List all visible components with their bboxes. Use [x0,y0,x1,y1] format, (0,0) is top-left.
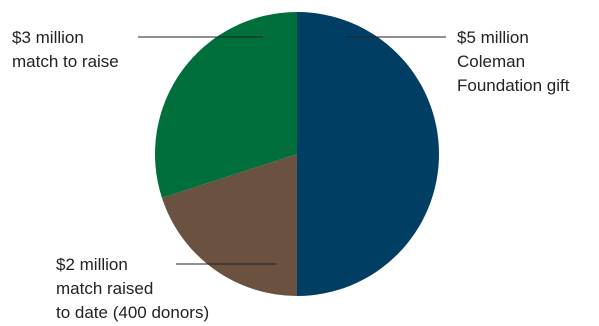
slice-label-match-raised: $2 million match raised to date (400 don… [56,255,209,322]
pie-slice-match-raised [161,154,297,296]
slice-label-line: Coleman [457,52,525,71]
slice-label-line: $2 million [56,255,128,274]
pie-slice-match-to-raise [155,12,297,198]
slice-label-line: $5 million [457,28,529,47]
pie-slices [155,12,439,296]
slice-label-line: Foundation gift [457,76,570,95]
slice-label-line: to date (400 donors) [56,303,209,322]
pie-slice-coleman-gift [297,12,439,296]
slice-label-match-to-raise: $3 million match to raise [12,28,119,71]
slice-label-line: match to raise [12,52,119,71]
slice-label-line: match raised [56,279,153,298]
slice-label-coleman-gift: $5 million Coleman Foundation gift [457,28,570,95]
slice-label-line: $3 million [12,28,84,47]
